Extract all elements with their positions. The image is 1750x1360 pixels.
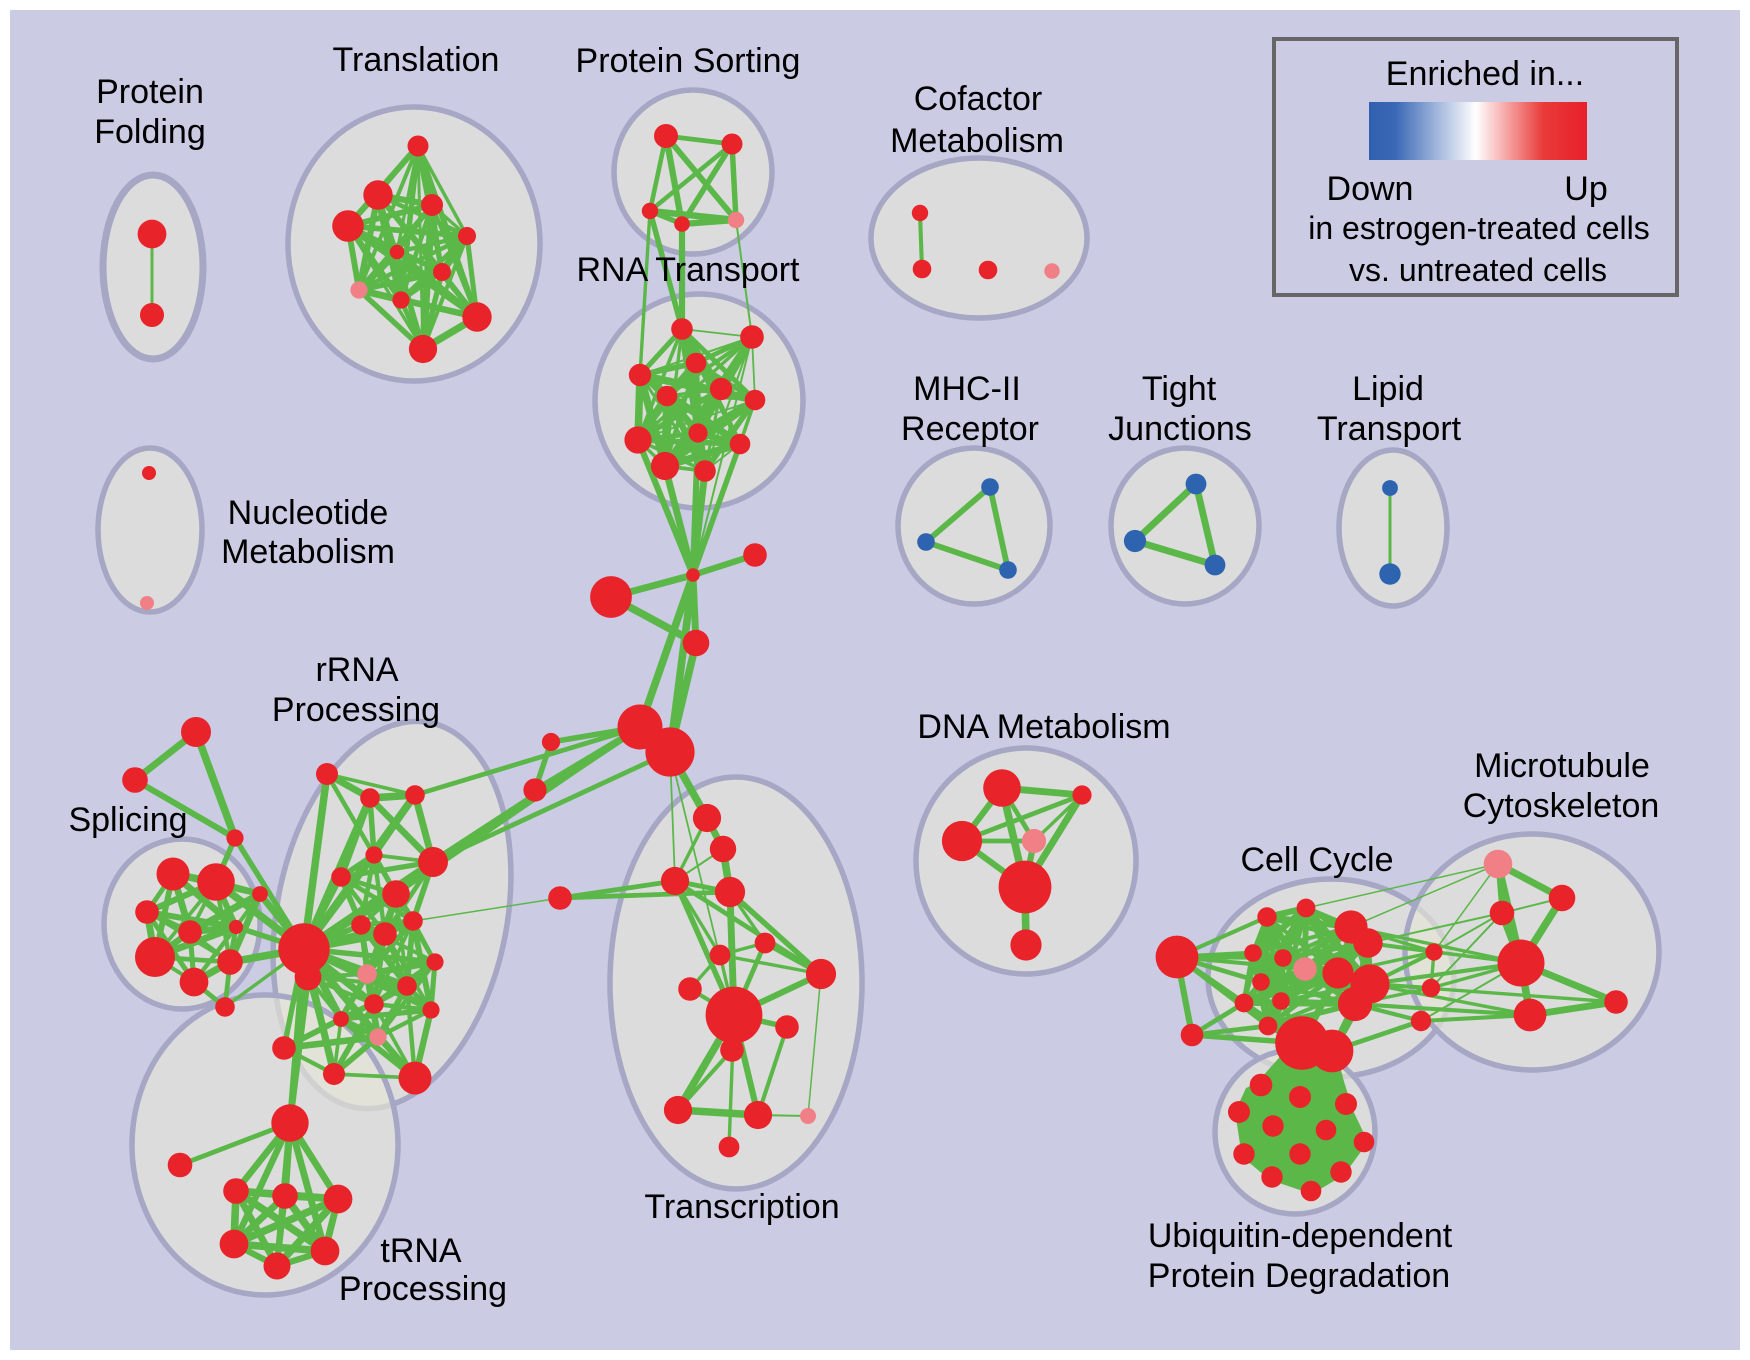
svg-text:Nucleotide: Nucleotide	[228, 494, 389, 532]
svg-text:Tight: Tight	[1142, 370, 1217, 408]
svg-text:Cytoskeleton: Cytoskeleton	[1463, 787, 1660, 825]
svg-text:Processing: Processing	[272, 691, 440, 729]
svg-text:Receptor: Receptor	[901, 410, 1039, 448]
svg-text:Processing: Processing	[339, 1270, 507, 1308]
svg-text:Lipid: Lipid	[1352, 370, 1424, 408]
svg-text:Microtubule: Microtubule	[1474, 747, 1650, 785]
svg-text:Transcription: Transcription	[644, 1188, 839, 1226]
svg-text:Ubiquitin-dependent: Ubiquitin-dependent	[1148, 1217, 1453, 1255]
svg-text:rRNA: rRNA	[315, 651, 398, 689]
svg-text:in estrogen-treated cells: in estrogen-treated cells	[1308, 210, 1650, 246]
svg-text:Down: Down	[1327, 170, 1414, 208]
svg-text:Protein: Protein	[96, 73, 204, 111]
svg-text:Splicing: Splicing	[68, 801, 187, 839]
svg-text:Enriched in...: Enriched in...	[1386, 55, 1584, 93]
svg-text:Junctions: Junctions	[1108, 410, 1252, 448]
svg-text:vs. untreated cells: vs. untreated cells	[1349, 252, 1607, 288]
svg-text:Metabolism: Metabolism	[890, 122, 1064, 160]
svg-text:Folding: Folding	[94, 113, 206, 151]
svg-text:Cofactor: Cofactor	[914, 80, 1043, 118]
svg-text:DNA Metabolism: DNA Metabolism	[917, 708, 1170, 746]
svg-text:Protein Sorting: Protein Sorting	[576, 42, 801, 80]
svg-text:tRNA: tRNA	[380, 1232, 462, 1270]
svg-text:Translation: Translation	[333, 41, 500, 79]
svg-text:Up: Up	[1564, 170, 1607, 208]
svg-text:Protein Degradation: Protein Degradation	[1148, 1257, 1450, 1295]
svg-text:Cell Cycle: Cell Cycle	[1240, 841, 1393, 879]
svg-text:MHC-II: MHC-II	[913, 370, 1021, 408]
svg-text:Metabolism: Metabolism	[221, 533, 395, 571]
svg-text:Transport: Transport	[1317, 410, 1462, 448]
svg-text:RNA Transport: RNA Transport	[577, 251, 801, 289]
